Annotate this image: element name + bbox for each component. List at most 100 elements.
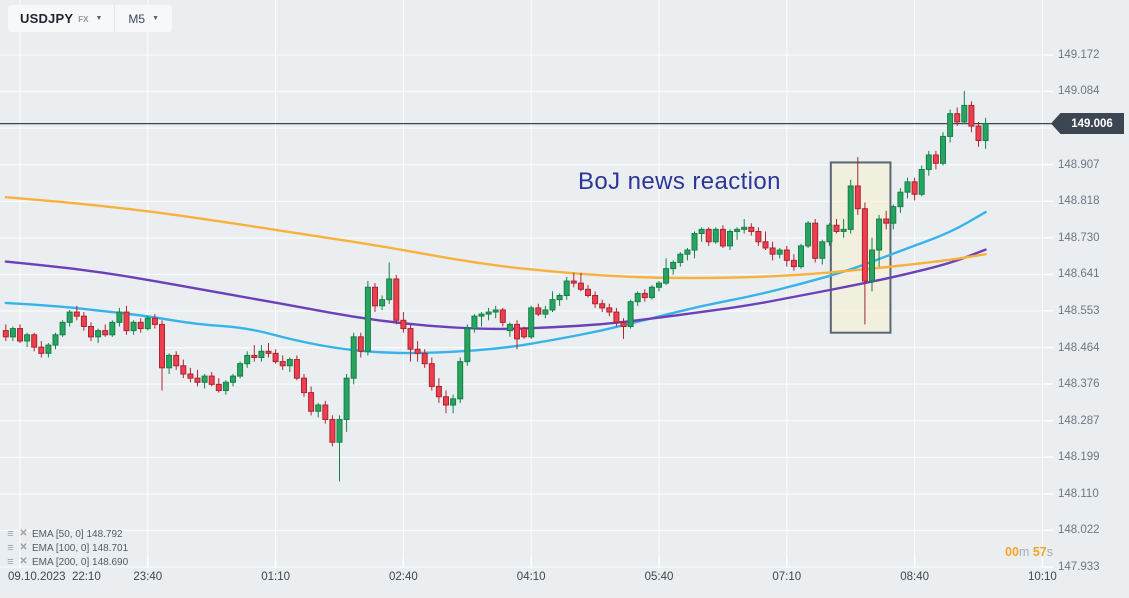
candle (684, 249, 691, 255)
price-axis-label: 148.818 (1058, 195, 1100, 208)
candle (535, 307, 542, 315)
candle (528, 307, 535, 338)
time-axis-label: 23:40 (133, 571, 163, 583)
candle (783, 249, 790, 261)
candle (308, 392, 315, 412)
candle (613, 311, 620, 323)
candle (137, 321, 144, 330)
candle (890, 206, 897, 224)
candle (194, 377, 201, 383)
candle (173, 354, 180, 367)
candle (272, 352, 279, 363)
candle (95, 330, 102, 338)
price-axis[interactable]: 149.172 149.084 148.907 148.818 148.730 148.6… (1040, 0, 1129, 598)
time-axis-label: 09.10.2023 22:10 (8, 571, 101, 583)
candle (379, 299, 386, 307)
price-axis-label: 148.641 (1058, 268, 1100, 281)
candle (691, 233, 698, 251)
candle (975, 125, 982, 142)
candle (208, 375, 215, 385)
candle (734, 228, 741, 232)
candle (180, 365, 187, 375)
candle (130, 321, 137, 332)
ema-50-line[interactable] (4, 210, 987, 355)
time-axis[interactable]: 09.10.2023 22:10 23:40 01:10 02:40 04:10 05:4… (0, 568, 1129, 598)
candle (982, 123, 989, 142)
candle (556, 295, 563, 301)
ema-200-line[interactable] (4, 195, 987, 280)
indicator-settings-icon[interactable]: ≡ (7, 542, 14, 554)
countdown-minutes: 00 (1005, 545, 1019, 559)
candle (499, 309, 506, 323)
indicator-remove-icon[interactable]: ✕ (19, 528, 28, 539)
symbol-selector[interactable]: USDJPY FX ▼ (8, 5, 114, 32)
candle (847, 185, 854, 230)
indicator-settings-icon[interactable]: ≡ (7, 528, 14, 540)
boj-annotation-label[interactable]: BoJ news reaction (578, 168, 781, 195)
candle (201, 375, 208, 383)
candle-countdown-timer: 00m 57s (1005, 545, 1053, 559)
candle (904, 181, 911, 193)
candle (648, 286, 655, 299)
current-price-badge: 149.006 (1051, 113, 1124, 134)
axis-ticks-layer (19, 54, 1053, 568)
price-axis-label: 147.933 (1058, 561, 1100, 573)
candle (698, 228, 705, 235)
indicator-settings-icon[interactable]: ≡ (7, 556, 14, 568)
candle (336, 418, 343, 443)
candle (911, 181, 918, 195)
candle (109, 321, 116, 336)
countdown-minutes-unit: m (1018, 545, 1030, 559)
indicator-label: EMA [50, 0] 148.792 (32, 528, 123, 540)
time-axis-label: 07:10 (772, 571, 802, 583)
chevron-down-icon: ▼ (95, 15, 103, 22)
candle (741, 226, 748, 230)
toolbar-divider (114, 5, 116, 32)
price-axis-label: 148.287 (1058, 414, 1100, 427)
candle (400, 319, 407, 330)
candle (712, 228, 719, 243)
chevron-down-icon: ▼ (152, 15, 160, 22)
candle (826, 224, 833, 243)
candle (492, 309, 499, 313)
symbol-label: USDJPY (20, 11, 74, 26)
price-axis-label: 148.730 (1058, 231, 1100, 244)
candle (727, 230, 733, 247)
candle (968, 104, 975, 127)
candle (421, 352, 428, 365)
candle (897, 191, 904, 208)
candle (471, 315, 478, 330)
candle (918, 168, 925, 195)
time-axis-label: 01:10 (261, 571, 290, 583)
countdown-seconds: 57 (1032, 545, 1047, 559)
candle (677, 253, 684, 263)
indicator-remove-icon[interactable]: ✕ (19, 556, 28, 567)
chart-toolbar: USDJPY FX ▼ M5 ▼ (8, 5, 173, 32)
timeframe-selector[interactable]: M5 ▼ (115, 5, 172, 32)
candle (755, 230, 762, 243)
candle (606, 307, 613, 313)
candle (812, 222, 819, 259)
price-axis-label: 148.110 (1058, 487, 1099, 500)
time-axis-label: 10:10 (1028, 571, 1057, 583)
ema-100-line[interactable] (4, 248, 987, 331)
candle (357, 336, 364, 352)
candle (343, 377, 350, 420)
candle (80, 315, 87, 327)
candle (17, 328, 23, 342)
candle (947, 113, 954, 137)
candle (485, 311, 492, 315)
candle (876, 218, 883, 251)
indicator-remove-icon[interactable]: ✕ (19, 542, 28, 553)
candle (301, 377, 307, 394)
candle (478, 313, 485, 317)
candle (66, 311, 73, 323)
gridlines-layer (0, 0, 1052, 568)
price-axis-label: 148.376 (1058, 377, 1100, 390)
candle (24, 334, 31, 342)
candle (563, 280, 570, 297)
indicator-label: EMA [200, 0] 148.690 (32, 556, 129, 568)
candle (599, 303, 606, 309)
candle (215, 383, 222, 392)
